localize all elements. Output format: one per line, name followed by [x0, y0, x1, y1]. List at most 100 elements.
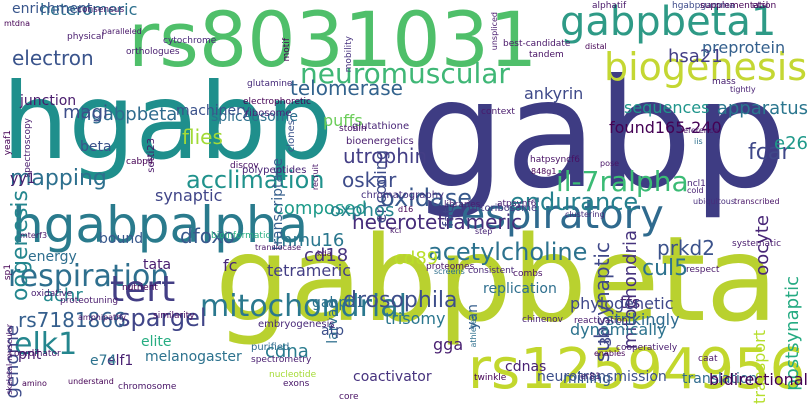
cloud-word: hgabp	[2, 61, 333, 183]
cloud-word: skeletal-muscular	[5, 324, 14, 395]
cloud-word: consistent	[468, 266, 515, 276]
cloud-word: glutathione	[352, 121, 410, 132]
cloud-word: junction	[20, 93, 77, 109]
cloud-word: cdnas	[505, 359, 547, 375]
cloud-word: cold	[687, 186, 704, 195]
cloud-word: oxidative	[31, 289, 73, 299]
cloud-word: energy	[28, 249, 77, 265]
cloud-word: spargel	[118, 304, 207, 332]
cloud-word: amphipathy	[78, 313, 126, 322]
cloud-word: tata	[143, 257, 172, 273]
cloud-word: cul5	[642, 256, 689, 281]
cloud-word: etsl	[752, 1, 769, 11]
cloud-word: composed	[274, 198, 367, 219]
cloud-word: chromatography	[361, 190, 444, 201]
cloud-word: tandem	[529, 50, 564, 60]
cloud-word: synaptic	[155, 186, 223, 205]
cloud-word: transcribed	[734, 197, 780, 206]
cloud-word: beta	[80, 139, 112, 155]
cloud-word: gabp	[410, 48, 788, 222]
cloud-word: chromosome	[118, 382, 177, 392]
cloud-word: pose	[600, 159, 620, 168]
cloud-word: rs12594956	[468, 337, 806, 402]
cloud-word: flies	[182, 125, 223, 149]
cloud-word: motif	[282, 38, 292, 62]
cloud-word: oogenesis	[8, 190, 33, 301]
cloud-word: drosophila	[343, 288, 458, 313]
cloud-word: mitoribosome	[468, 203, 538, 214]
cloud-word: heteromeric	[40, 0, 138, 19]
cloud-word: d16	[398, 205, 414, 214]
cloud-word: proteotuning	[60, 296, 119, 306]
cloud-word: atpsynf6	[497, 199, 537, 209]
cloud-word: magi	[63, 102, 108, 123]
cloud-word: cooperatively	[616, 343, 678, 353]
cloud-word: achr	[43, 285, 83, 306]
cloud-word: cd89	[394, 248, 439, 269]
cloud-word: machinery	[176, 103, 251, 119]
cloud-word: mass	[712, 77, 736, 87]
cloud-word: hgabpbeta	[80, 104, 178, 125]
cloud-word: reference	[680, 126, 719, 135]
cloud-word: respiratory	[445, 192, 664, 238]
cloud-word: rs7181866	[18, 308, 126, 332]
cloud-word: core	[339, 392, 359, 402]
cloud-word: apparatus	[716, 98, 808, 119]
cloud-word: mitochondrial	[200, 289, 407, 324]
cloud-word: elk1	[14, 327, 78, 362]
cloud-word: spliceosome	[211, 109, 298, 125]
cloud-word: mtdna	[4, 19, 30, 28]
cloud-word: mterf3	[20, 231, 48, 240]
cloud-word: prkd2	[657, 236, 715, 260]
cloud-word: acetylcholine	[428, 238, 588, 266]
cloud-word: alphatif	[592, 1, 627, 11]
cloud-word: consensus	[77, 5, 125, 15]
cloud-word: nutrient	[122, 283, 158, 293]
cloud-word: oskar	[342, 168, 397, 192]
cloud-word: melanogaster	[145, 349, 242, 365]
cloud-word: oxphos	[330, 200, 395, 221]
cloud-word: orthologues	[126, 47, 180, 57]
cloud-word: acclimation	[186, 166, 325, 194]
cloud-word: bioenergetics	[346, 136, 414, 147]
cloud-word: atp	[321, 323, 344, 339]
cloud-word: clones	[286, 120, 297, 153]
cloud-word: yy1	[10, 171, 36, 187]
cloud-word: cytochrome	[163, 36, 217, 46]
cloud-word: mobility	[344, 36, 354, 73]
cloud-word: sequences	[624, 98, 710, 117]
cloud-word: preprotein	[702, 38, 786, 57]
cloud-word: telomerase	[290, 76, 403, 100]
cloud-word: recruit	[311, 164, 320, 191]
cloud-word: hgabpgamma	[672, 1, 735, 11]
cloud-word: er81	[580, 372, 601, 382]
cloud-word: polypeptides	[242, 165, 307, 176]
cloud-word: puffs	[323, 111, 363, 130]
cloud-word: coordinator	[9, 349, 61, 359]
cloud-word: fat	[441, 208, 457, 227]
cloud-word: embryogenesis	[258, 319, 335, 330]
cloud-word: bioinformatic	[211, 231, 271, 241]
cloud-word: il-7ralpha	[556, 165, 689, 198]
cloud-word: clustering	[565, 210, 605, 219]
cloud-word: combs	[513, 269, 543, 279]
cloud-word: dynamically	[570, 320, 667, 339]
cloud-word: step	[475, 227, 493, 236]
cloud-word: hsa21	[668, 46, 723, 67]
cloud-word: 848g1	[531, 167, 557, 176]
cloud-word: iis	[694, 137, 703, 146]
cloud-word: reactivation	[574, 316, 628, 326]
cloud-word: dfoxo	[180, 224, 235, 248]
cloud-word: spectroscopy	[23, 118, 33, 178]
cloud-word: respiration	[8, 259, 170, 294]
cloud-word: athletes	[469, 315, 478, 348]
cloud-word: e74	[90, 353, 117, 369]
cloud-word: tert	[110, 269, 176, 310]
cloud-word: tightly	[730, 85, 756, 94]
cloud-word: stonin	[339, 124, 367, 134]
cloud-word: oxidase	[380, 184, 473, 212]
cloud-word: kda	[317, 249, 332, 258]
cloud-word: fc	[223, 256, 238, 275]
cloud-word: bidirectional	[709, 370, 808, 389]
